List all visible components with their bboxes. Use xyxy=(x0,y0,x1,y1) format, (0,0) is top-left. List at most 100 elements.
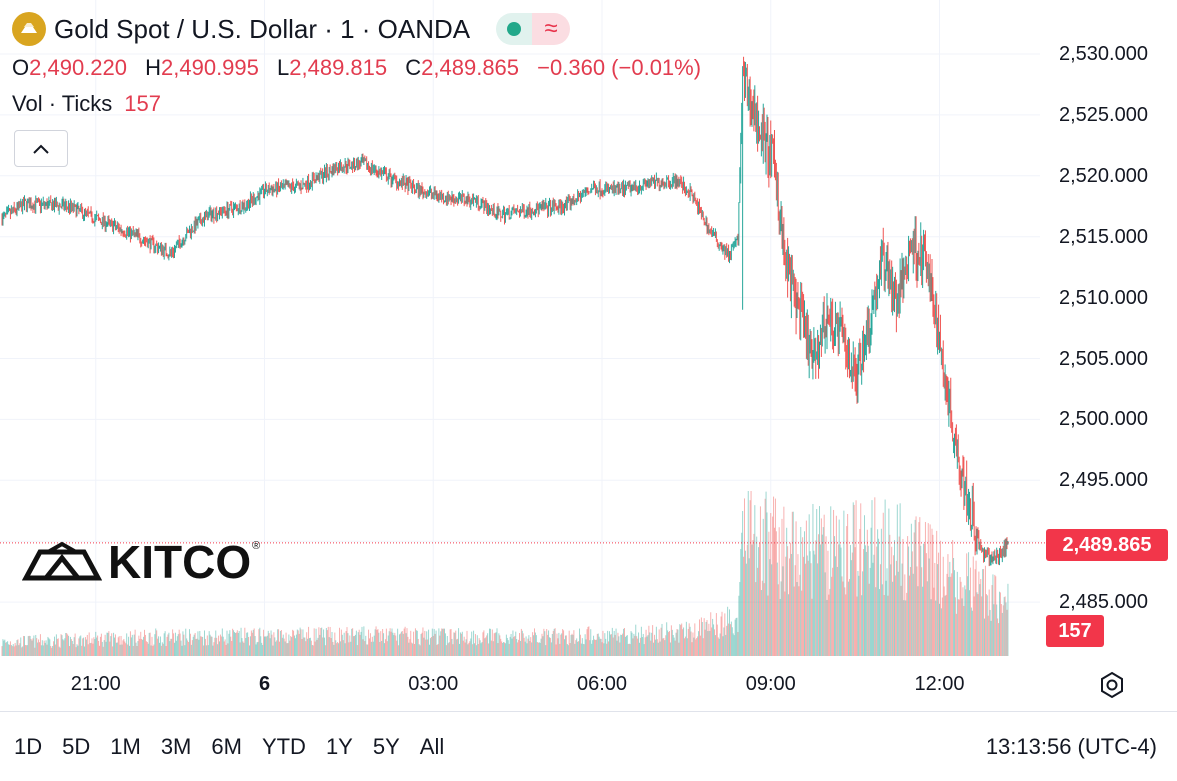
volume-bar xyxy=(239,642,241,656)
volume-bar xyxy=(301,638,303,656)
symbol-title[interactable]: Gold Spot / U.S. Dollar · 1 · OANDA xyxy=(54,13,471,44)
volume-bar xyxy=(691,642,693,656)
range-button-all[interactable]: All xyxy=(419,734,445,759)
range-button-5d[interactable]: 5D xyxy=(62,734,91,759)
volume-bar xyxy=(471,631,473,656)
volume-bar xyxy=(408,642,410,656)
volume-bar xyxy=(984,618,985,656)
volume-bar xyxy=(435,630,437,656)
volume-bar xyxy=(791,511,793,656)
range-button-1d[interactable]: 1D xyxy=(14,734,43,759)
volume-bar xyxy=(268,633,270,656)
range-button-6m[interactable]: 6M xyxy=(211,734,242,759)
range-button-ytd[interactable]: YTD xyxy=(261,734,306,759)
range-button-1y[interactable]: 1Y xyxy=(325,734,353,759)
volume-bar xyxy=(924,521,926,656)
volume-bar xyxy=(698,631,700,656)
volume-bar xyxy=(237,632,239,656)
volume-bar xyxy=(207,645,209,656)
price-tick-label: 2,495.000 xyxy=(1059,469,1148,492)
volume-bar xyxy=(106,632,108,656)
volume-bar xyxy=(82,638,84,656)
volume-bar xyxy=(699,635,701,656)
price-tick-label: 2,510.000 xyxy=(1059,286,1148,309)
volume-bar xyxy=(316,639,318,656)
volume-bar xyxy=(517,642,519,656)
volume-bar xyxy=(947,554,949,656)
volume-bar xyxy=(211,636,213,656)
volume-bar xyxy=(929,524,931,656)
volume-bar xyxy=(399,634,400,656)
volume-bar xyxy=(796,582,798,656)
volume-bar xyxy=(518,639,520,656)
volume-bar xyxy=(104,634,106,656)
volume-bar xyxy=(469,641,471,656)
volume-bar xyxy=(577,641,579,656)
price-chart[interactable] xyxy=(0,0,1177,711)
volume-bar xyxy=(283,638,285,656)
volume-bar xyxy=(483,630,485,656)
volume-bar xyxy=(147,643,149,656)
volume-bar xyxy=(68,635,70,656)
volume-bar xyxy=(280,630,282,656)
volume-bar xyxy=(918,522,920,656)
volume-bar xyxy=(531,642,533,656)
volume-bar xyxy=(99,636,101,656)
volume-bar xyxy=(580,643,582,656)
volume-bar xyxy=(4,639,6,656)
range-button-1m[interactable]: 1M xyxy=(110,734,141,759)
volume-bar xyxy=(735,618,737,656)
volume-bar xyxy=(984,565,986,656)
volume-bar xyxy=(550,642,552,656)
volume-bar xyxy=(955,613,957,656)
volume-bar xyxy=(249,636,251,656)
volume-bar xyxy=(1004,596,1006,656)
volume-bar xyxy=(345,631,347,656)
volume-bar xyxy=(83,637,85,656)
volume-bar xyxy=(825,536,827,656)
volume-bar xyxy=(79,636,81,656)
volume-bar xyxy=(745,563,747,656)
volume-bar xyxy=(479,640,481,656)
range-button-3m[interactable]: 3M xyxy=(160,734,192,759)
volume-value: 157 xyxy=(124,91,161,116)
volume-bar xyxy=(986,595,988,656)
volume-bar xyxy=(690,631,692,656)
volume-bar xyxy=(627,644,629,656)
volume-bar xyxy=(96,637,98,656)
volume-bar xyxy=(372,641,374,656)
volume-bar xyxy=(16,640,18,656)
volume-bar xyxy=(564,635,566,656)
volume-bar xyxy=(98,640,100,656)
wave-icon[interactable]: ≈ xyxy=(532,13,571,45)
volume-bar xyxy=(717,637,719,656)
volume-bar xyxy=(598,636,600,656)
volume-bar xyxy=(464,642,466,656)
volume-bar xyxy=(862,571,864,656)
volume-bar xyxy=(932,534,934,656)
volume-bar xyxy=(896,504,898,656)
volume-bar xyxy=(276,640,278,656)
volume-bar xyxy=(583,644,585,656)
volume-bar xyxy=(193,634,195,656)
volume-bar xyxy=(849,579,850,656)
volume-bar xyxy=(275,641,277,656)
volume-bar xyxy=(227,643,229,656)
volume-bar xyxy=(175,640,177,656)
green-dot-icon[interactable] xyxy=(496,13,533,45)
status-pill[interactable]: ≈ xyxy=(496,13,571,45)
volume-bar xyxy=(212,645,214,656)
volume-bar xyxy=(136,645,138,656)
range-button-5y[interactable]: 5Y xyxy=(372,734,400,759)
volume-bar xyxy=(489,628,490,656)
volume-bar xyxy=(927,523,929,656)
volume-bar xyxy=(407,636,409,656)
hexagon-gear-icon[interactable] xyxy=(1097,670,1127,700)
volume-bar xyxy=(952,540,954,656)
volume-bar xyxy=(459,632,461,656)
time-tick-label: 09:00 xyxy=(745,673,796,695)
volume-bar xyxy=(381,640,383,656)
volume-bar xyxy=(881,584,883,656)
volume-bar xyxy=(657,642,659,656)
collapse-legend-button[interactable] xyxy=(14,130,68,167)
